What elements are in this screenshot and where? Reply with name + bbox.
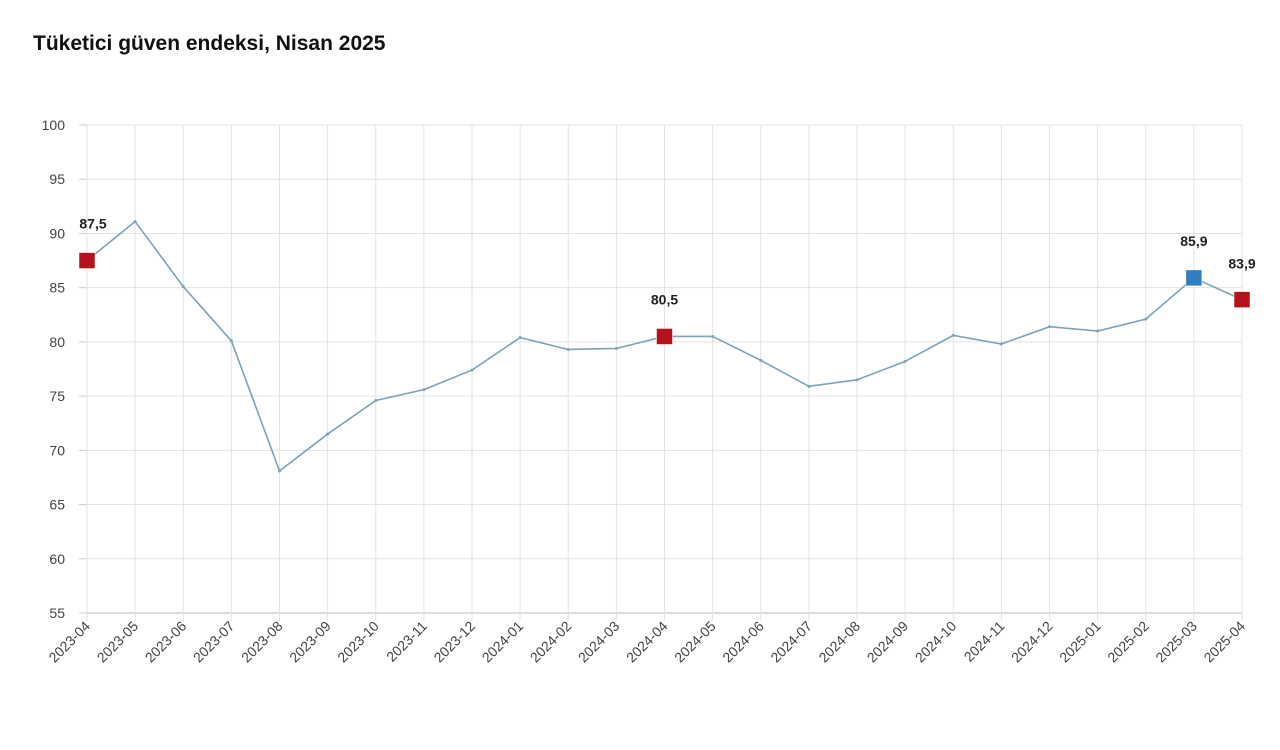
data-point bbox=[326, 432, 330, 436]
x-tick-label: 2023-07 bbox=[190, 618, 238, 666]
y-tick-label: 65 bbox=[49, 497, 65, 513]
data-point bbox=[1144, 317, 1148, 321]
x-tick-label: 2023-06 bbox=[142, 618, 190, 666]
y-tick-label: 80 bbox=[49, 334, 65, 350]
highlight-marker bbox=[1185, 269, 1203, 287]
x-tick-label: 2023-09 bbox=[286, 618, 334, 666]
data-point bbox=[951, 333, 955, 337]
y-tick-label: 55 bbox=[49, 605, 65, 621]
x-tick-label: 2023-10 bbox=[334, 618, 382, 666]
data-point bbox=[422, 388, 426, 392]
data-point bbox=[374, 398, 378, 402]
data-point bbox=[807, 384, 811, 388]
x-tick-label: 2024-09 bbox=[864, 618, 912, 666]
x-tick-label: 2024-01 bbox=[479, 618, 527, 666]
highlight-marker bbox=[656, 328, 673, 345]
data-label: 87,5 bbox=[79, 216, 106, 232]
data-point bbox=[470, 368, 474, 372]
data-point bbox=[278, 469, 281, 473]
x-tick-label: 2024-11 bbox=[961, 618, 1008, 665]
data-point bbox=[759, 358, 763, 362]
x-tick-label: 2023-12 bbox=[430, 618, 478, 666]
x-tick-label: 2023-11 bbox=[383, 618, 430, 665]
data-point bbox=[614, 346, 618, 350]
data-point bbox=[903, 359, 907, 363]
x-tick-label: 2025-04 bbox=[1200, 618, 1248, 666]
x-tick-label: 2023-05 bbox=[94, 618, 142, 666]
x-tick-label: 2024-03 bbox=[575, 618, 623, 666]
data-label: 85,9 bbox=[1180, 233, 1207, 249]
data-label: 83,9 bbox=[1228, 256, 1255, 272]
x-tick-label: 2024-05 bbox=[671, 618, 719, 666]
y-tick-label: 85 bbox=[49, 280, 65, 296]
data-point bbox=[181, 285, 185, 289]
x-tick-label: 2024-10 bbox=[912, 618, 960, 666]
data-point bbox=[1096, 329, 1100, 333]
data-point bbox=[1048, 325, 1051, 329]
highlight-marker bbox=[1233, 291, 1251, 308]
data-point bbox=[133, 220, 137, 224]
x-tick-label: 2025-03 bbox=[1152, 618, 1200, 666]
x-tick-label: 2024-07 bbox=[767, 618, 815, 666]
y-tick-label: 90 bbox=[49, 225, 65, 241]
data-point bbox=[518, 336, 522, 340]
x-tick-label: 2024-04 bbox=[623, 618, 671, 666]
y-tick-label: 60 bbox=[49, 551, 65, 567]
x-tick-label: 2025-02 bbox=[1104, 618, 1152, 666]
y-tick-label: 75 bbox=[49, 388, 65, 404]
x-tick-label: 2024-08 bbox=[815, 618, 863, 666]
chart-title: Tüketici güven endeksi, Nisan 2025 bbox=[33, 32, 386, 55]
x-tick-label: 2024-12 bbox=[1008, 618, 1056, 666]
y-tick-label: 70 bbox=[49, 442, 65, 458]
data-point bbox=[855, 378, 859, 382]
data-point bbox=[999, 342, 1003, 346]
x-tick-label: 2023-08 bbox=[238, 618, 286, 666]
y-tick-label: 100 bbox=[42, 117, 66, 133]
y-tick-label: 95 bbox=[49, 171, 65, 187]
data-point bbox=[711, 334, 715, 338]
x-tick-label: 2024-06 bbox=[719, 618, 767, 666]
x-tick-label: 2024-02 bbox=[527, 618, 575, 666]
data-label: 80,5 bbox=[651, 291, 678, 307]
data-point bbox=[566, 347, 570, 351]
data-point bbox=[229, 339, 233, 343]
x-tick-label: 2023-04 bbox=[45, 618, 93, 666]
highlight-marker bbox=[78, 252, 96, 269]
x-tick-label: 2025-01 bbox=[1056, 618, 1104, 666]
